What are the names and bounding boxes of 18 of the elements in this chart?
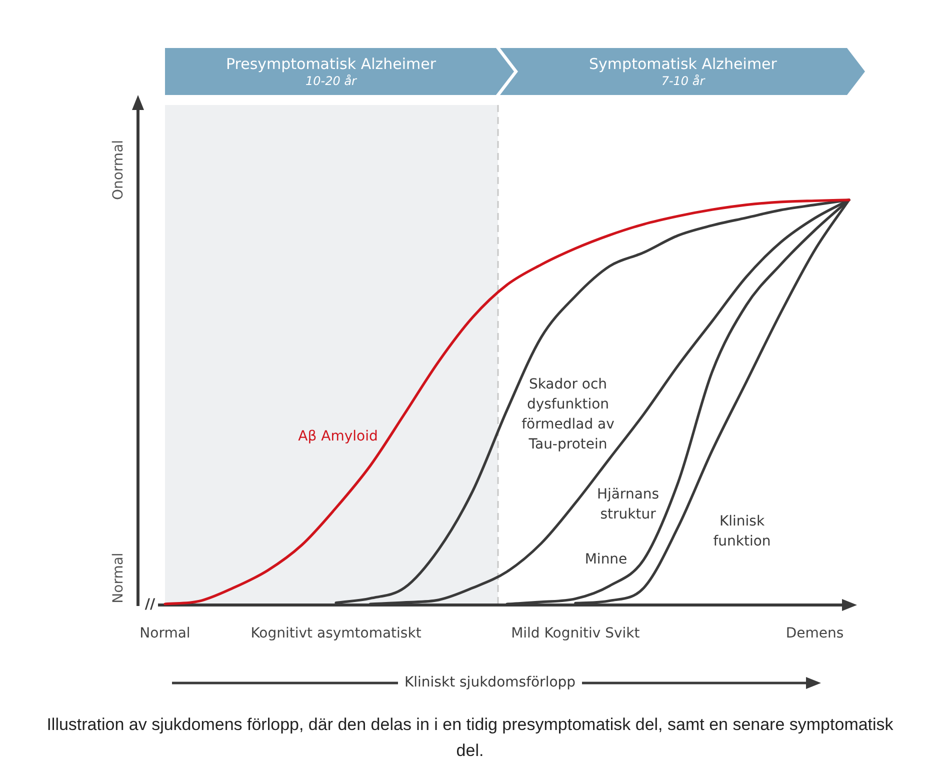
text: Normal [110,552,127,604]
x-tick-label: Normal [140,626,190,642]
x-axis-title: Kliniskt sjukdomsförlopp [404,674,576,691]
series-label: Hjärnans struktur [596,486,660,523]
series-label: Klinisk funktion [713,514,771,550]
text: 7-10 år [661,74,706,88]
text: Symptomatisk Alzheimer [589,54,778,73]
text: 10-20 år [306,74,358,88]
series-label: Skador och dysfunktion förmedlad av Tau-protein [522,376,614,453]
text: Illustration av sjukdomens förlopp, där den delas in i en tidig presymptomatisk del, samt en senare symptomatisk del. [46,714,894,762]
x-tick-label: Kognitivt asymtomatiskt [250,626,422,642]
text: Presymptomatisk Alzheimer [226,54,437,73]
series-label: Aβ Amyloid [298,428,378,445]
x-tick-label: Mild Kognitiv Svikt [511,626,640,642]
text: // [144,596,156,613]
x-tick-label: Demens [786,626,844,642]
series-label: Minne [584,552,628,568]
text: Onormal [110,140,127,200]
